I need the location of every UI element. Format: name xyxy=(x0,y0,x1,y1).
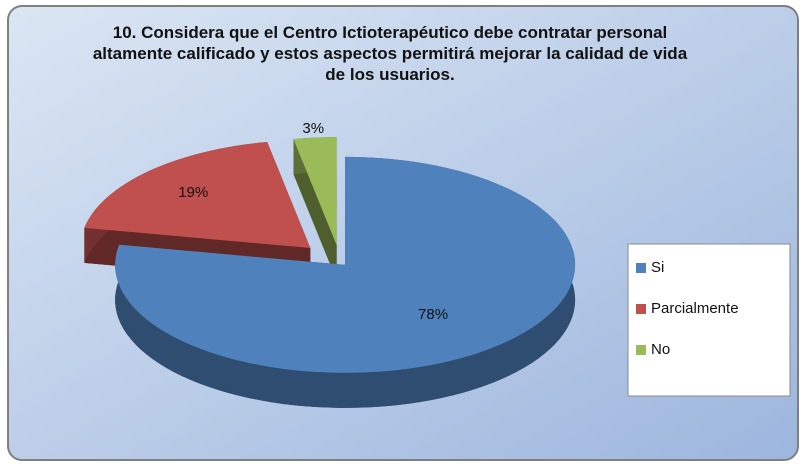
legend-swatch xyxy=(636,263,646,273)
legend-label: Parcialmente xyxy=(651,300,739,317)
legend-swatch xyxy=(636,345,646,355)
pie: 78% 19% 3% xyxy=(84,120,576,408)
legend-label: Si xyxy=(651,259,664,276)
slice xyxy=(115,156,576,373)
data-label: 3% xyxy=(302,120,324,137)
slice-side xyxy=(293,139,337,281)
slice xyxy=(84,141,311,249)
slice xyxy=(293,137,337,246)
data-label: 78% xyxy=(418,306,448,323)
legend-label: No xyxy=(651,341,670,358)
data-label: 19% xyxy=(178,184,208,201)
legend-swatch xyxy=(636,304,646,314)
legend-box xyxy=(627,243,791,397)
legend: Si Parcialmente No xyxy=(636,259,739,358)
chart-title: 10. Considera que el Centro Ictioterapéu… xyxy=(92,23,688,84)
